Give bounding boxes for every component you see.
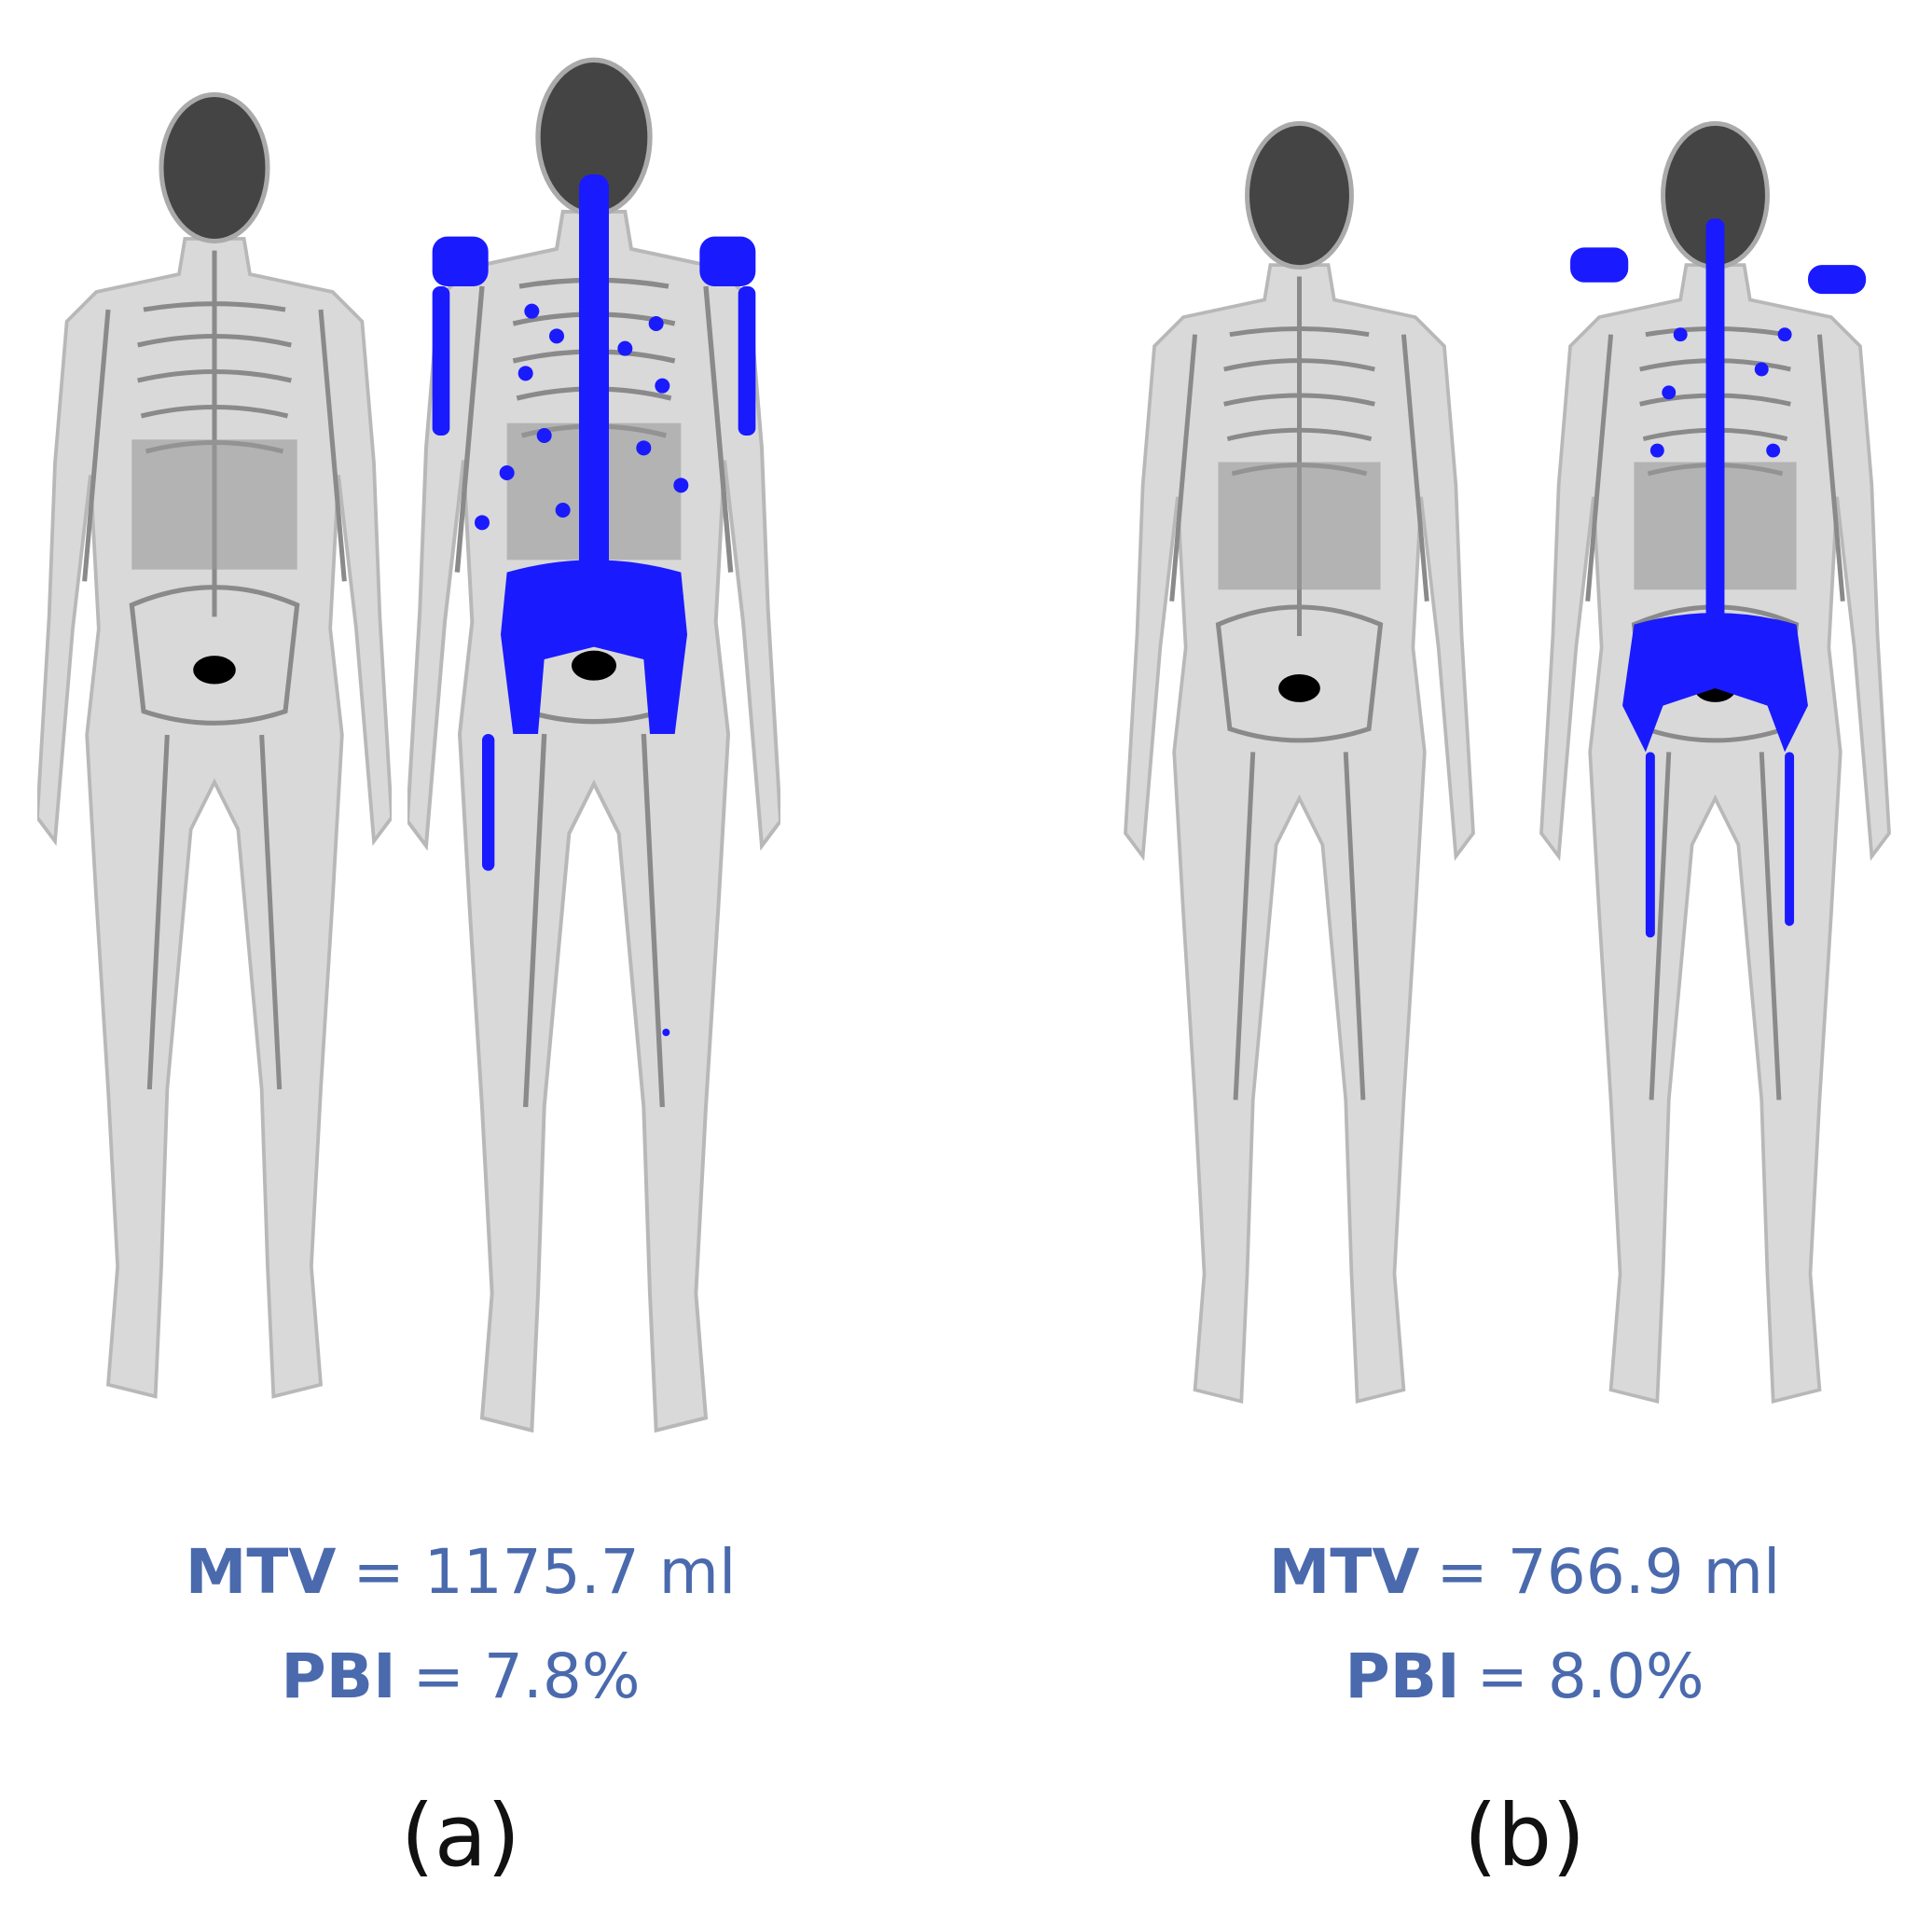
scan-images bbox=[0, 0, 1932, 1492]
metrics-b: MTV = 766.9 ml PBI = 8.0% bbox=[1105, 1520, 1932, 1729]
metric-value: = 766.9 ml bbox=[1436, 1536, 1781, 1608]
metric-name: PBI bbox=[281, 1640, 396, 1712]
metric-value: = 7.8% bbox=[412, 1640, 641, 1712]
metric-name: MTV bbox=[1268, 1536, 1420, 1608]
metric-line: MTV = 1175.7 ml bbox=[41, 1520, 880, 1625]
metric-name: PBI bbox=[1345, 1640, 1460, 1712]
metric-line: MTV = 766.9 ml bbox=[1105, 1520, 1932, 1625]
metric-line: PBI = 8.0% bbox=[1105, 1625, 1932, 1729]
metric-value: = 1175.7 ml bbox=[352, 1536, 737, 1608]
metric-line: PBI = 7.8% bbox=[41, 1625, 880, 1729]
metrics-a: MTV = 1175.7 ml PBI = 7.8% bbox=[41, 1520, 880, 1729]
metric-value: = 8.0% bbox=[1476, 1640, 1704, 1712]
panel-label: (a) bbox=[400, 1786, 521, 1886]
metric-name: MTV bbox=[185, 1536, 337, 1608]
panel-label: (b) bbox=[1463, 1786, 1586, 1886]
